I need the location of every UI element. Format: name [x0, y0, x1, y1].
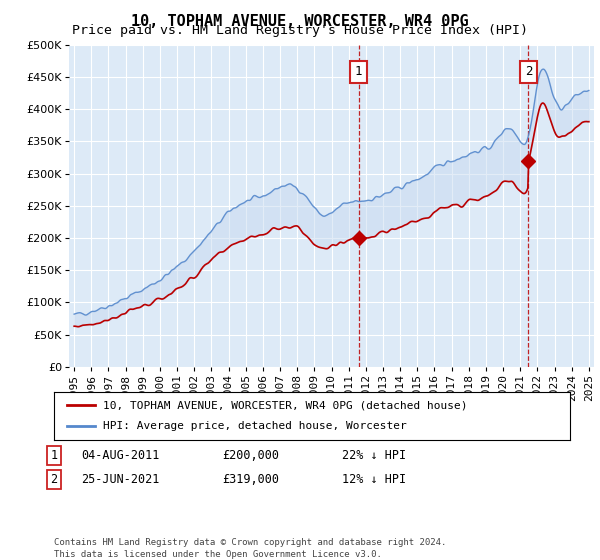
Text: HPI: Average price, detached house, Worcester: HPI: Average price, detached house, Worc…	[103, 421, 407, 431]
Text: 04-AUG-2011: 04-AUG-2011	[81, 449, 160, 462]
Text: 22% ↓ HPI: 22% ↓ HPI	[342, 449, 406, 462]
Text: 10, TOPHAM AVENUE, WORCESTER, WR4 0PG: 10, TOPHAM AVENUE, WORCESTER, WR4 0PG	[131, 14, 469, 29]
Text: 1: 1	[355, 66, 362, 78]
Text: Contains HM Land Registry data © Crown copyright and database right 2024.
This d: Contains HM Land Registry data © Crown c…	[54, 538, 446, 559]
Text: 2: 2	[525, 66, 532, 78]
Text: 12% ↓ HPI: 12% ↓ HPI	[342, 473, 406, 486]
Text: 1: 1	[50, 449, 58, 462]
Text: 2: 2	[50, 473, 58, 486]
Text: 10, TOPHAM AVENUE, WORCESTER, WR4 0PG (detached house): 10, TOPHAM AVENUE, WORCESTER, WR4 0PG (d…	[103, 400, 467, 410]
Text: £200,000: £200,000	[222, 449, 279, 462]
Text: £319,000: £319,000	[222, 473, 279, 486]
Text: 25-JUN-2021: 25-JUN-2021	[81, 473, 160, 486]
Text: Price paid vs. HM Land Registry's House Price Index (HPI): Price paid vs. HM Land Registry's House …	[72, 24, 528, 37]
